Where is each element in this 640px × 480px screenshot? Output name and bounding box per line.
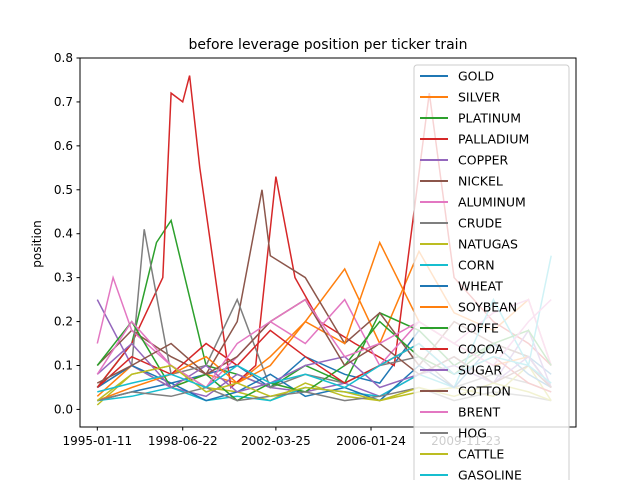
legend-label: NICKEL	[458, 174, 503, 189]
legend-label: ALUMINUM	[458, 195, 526, 210]
y-tick-label: 0.4	[54, 227, 73, 241]
legend-label: SILVER	[458, 90, 501, 105]
x-tick-label: 1998-06-22	[148, 434, 218, 448]
x-axis: 1995-01-11 1998-06-22 2002-03-25 2006-01-24…	[62, 427, 501, 448]
legend-label: NATUGAS	[458, 237, 518, 252]
legend-label: CATTLE	[458, 447, 504, 462]
y-axis: 0.0 0.1 0.2 0.3 0.4 0.5 0.6 0.7 0.8	[54, 51, 80, 416]
y-tick-label: 0.0	[54, 402, 73, 416]
y-tick-label: 0.2	[54, 315, 73, 329]
legend-box	[413, 64, 570, 480]
x-tick-label: 2002-03-25	[241, 434, 311, 448]
legend-label: COCOA	[458, 342, 504, 357]
legend-label: CORN	[458, 258, 495, 273]
y-tick-label: 0.1	[54, 359, 73, 373]
x-tick-label: 1995-01-11	[62, 434, 132, 448]
legend-label: COPPER	[458, 153, 509, 168]
legend-label: GOLD	[458, 69, 494, 84]
y-tick-label: 0.6	[54, 139, 73, 153]
legend: GOLD SILVER PLATINUM PALLADIUM COPPER NICKEL A…	[413, 64, 570, 480]
legend-label: COFFE	[458, 321, 499, 336]
y-tick-label: 0.7	[54, 95, 73, 109]
legend-label: COTTON	[458, 384, 511, 399]
plot-frame	[79, 57, 577, 428]
legend-label: GASOLINE	[458, 468, 522, 480]
legend-label: SOYBEAN	[458, 300, 517, 315]
legend-label: WHEAT	[458, 279, 503, 294]
legend-label: CRUDE	[458, 216, 502, 231]
chart-title: before leverage position per ticker trai…	[189, 37, 468, 53]
legend-label: SUGAR	[458, 363, 502, 378]
y-tick-label: 0.3	[54, 271, 73, 285]
legend-label: BRENT	[458, 405, 501, 420]
legend-label: PALLADIUM	[458, 132, 529, 147]
y-tick-label: 0.5	[54, 183, 73, 197]
x-tick-label: 2006-01-24	[336, 434, 406, 448]
y-axis-label: position	[30, 220, 44, 268]
y-tick-label: 0.8	[54, 51, 73, 65]
legend-label: HOG	[458, 426, 487, 441]
legend-label: PLATINUM	[458, 111, 521, 126]
